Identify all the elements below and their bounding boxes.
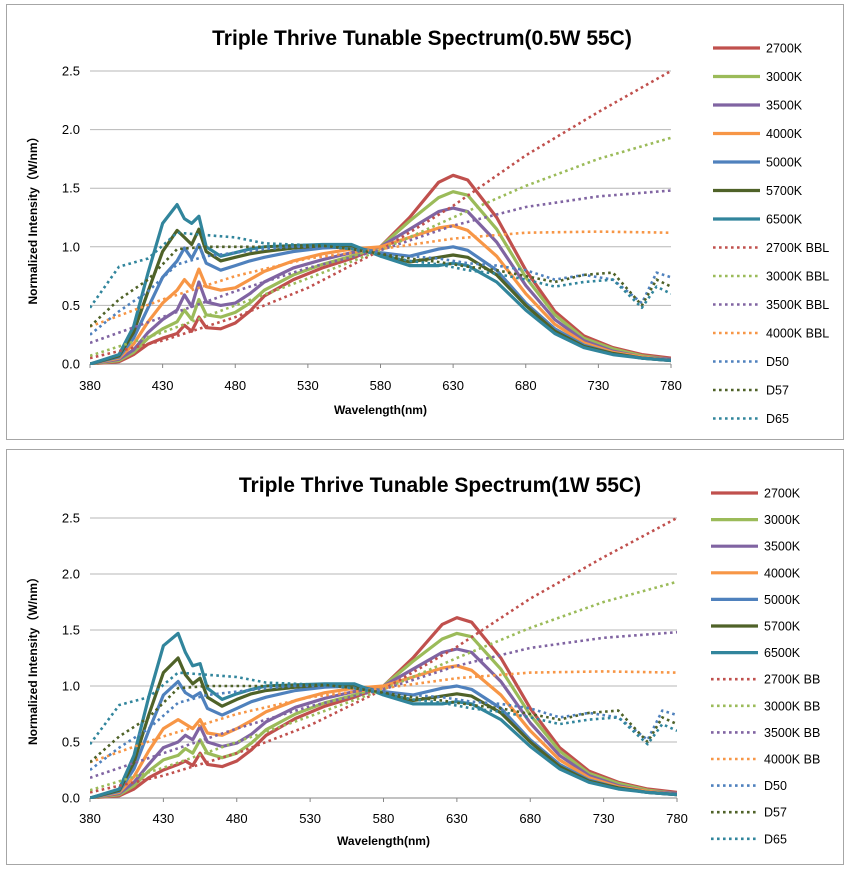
x-tick-label: 530 xyxy=(297,378,319,393)
legend-label: D57 xyxy=(764,806,787,820)
spectrum-chart-1w: Triple Thrive Tunable Spectrum(1W 55C) 0.… xyxy=(7,450,843,864)
x-tick-label: 430 xyxy=(153,811,175,826)
legend-label: D65 xyxy=(764,832,787,846)
x-tick-label: 580 xyxy=(370,378,392,393)
legend-label: 2700K BB xyxy=(764,673,820,687)
series-line-3000k xyxy=(90,192,671,364)
x-tick-label: 480 xyxy=(226,811,248,826)
legend-label: 3500K xyxy=(764,540,801,554)
y-tick-label: 0.0 xyxy=(62,791,80,806)
series-group xyxy=(90,71,671,364)
legend-label: 6500K xyxy=(766,213,803,227)
y-tick-label: 2.5 xyxy=(62,64,80,79)
x-tick-label: 380 xyxy=(79,378,101,393)
x-tick-label: 730 xyxy=(588,378,610,393)
y-axis-title: Normalized Intensity（W/nm） xyxy=(25,130,40,304)
legend-label: 2700K BBL xyxy=(766,241,829,255)
chart-panel-0-5w: Triple Thrive Tunable Spectrum(0.5W 55C)… xyxy=(6,4,844,440)
y-tick-label: 0.0 xyxy=(62,357,80,372)
legend-label: 5000K xyxy=(766,156,803,170)
y-tick-label: 2.0 xyxy=(62,567,80,582)
x-tick-label: 380 xyxy=(79,811,101,826)
series-group xyxy=(90,518,677,798)
x-tick-label: 680 xyxy=(515,378,537,393)
legend-label: 3500K xyxy=(766,99,803,113)
x-tick-label: 430 xyxy=(152,378,174,393)
legend-label: 3500K BB xyxy=(764,726,820,740)
legend-label: 4000K BB xyxy=(764,753,820,767)
legend-label: 3000K xyxy=(766,70,803,84)
legend-label: 3000K BBL xyxy=(766,270,829,284)
y-tick-label: 1.0 xyxy=(62,239,80,254)
x-axis-title: Wavelength(nm) xyxy=(334,403,427,417)
x-axis-title: Wavelength(nm) xyxy=(337,834,430,848)
legend-label: 3000K BB xyxy=(764,699,820,713)
series-line-d65 xyxy=(90,233,671,308)
legend-label: D50 xyxy=(766,355,789,369)
x-tick-label: 630 xyxy=(442,378,464,393)
x-tick-label: 480 xyxy=(224,378,246,393)
chart-title: Triple Thrive Tunable Spectrum(1W 55C) xyxy=(239,474,641,497)
y-tick-label: 0.5 xyxy=(62,298,80,313)
x-tick-label: 780 xyxy=(666,811,688,826)
legend-label: 3500K BBL xyxy=(766,298,829,312)
legend-label: 5700K xyxy=(766,184,803,198)
spectrum-chart-0-5w: Triple Thrive Tunable Spectrum(0.5W 55C)… xyxy=(7,5,843,439)
series-line-d50 xyxy=(90,686,677,770)
x-tick-label: 730 xyxy=(593,811,615,826)
legend-label: 5700K xyxy=(764,620,801,634)
series-line-2700k-bbl xyxy=(90,71,671,358)
legend-label: 4000K BBL xyxy=(766,327,829,341)
x-tick-label: 680 xyxy=(519,811,541,826)
x-tick-label: 630 xyxy=(446,811,468,826)
legend-label: 4000K xyxy=(764,566,801,580)
legend-label: 3000K xyxy=(764,513,801,527)
y-tick-label: 1.0 xyxy=(62,679,80,694)
legend-label: D50 xyxy=(764,779,787,793)
chart-panel-1w: Triple Thrive Tunable Spectrum(1W 55C) 0.… xyxy=(6,449,844,865)
x-tick-label: 530 xyxy=(299,811,321,826)
y-tick-label: 2.5 xyxy=(62,511,80,526)
y-axis-title: Normalized Intensity（W/nm） xyxy=(25,571,40,745)
y-tick-label: 2.0 xyxy=(62,122,80,137)
x-tick-label: 580 xyxy=(373,811,395,826)
y-tick-label: 1.5 xyxy=(62,181,80,196)
legend-label: 2700K xyxy=(766,42,803,56)
legend-label: 6500K xyxy=(764,646,801,660)
legend-label: D57 xyxy=(766,384,789,398)
x-tick-label: 780 xyxy=(660,378,682,393)
legend-label: 5000K xyxy=(764,593,801,607)
y-tick-label: 0.5 xyxy=(62,735,80,750)
series-line-2700k-bb xyxy=(90,518,677,792)
legend-label: 4000K xyxy=(766,127,803,141)
chart-title: Triple Thrive Tunable Spectrum(0.5W 55C) xyxy=(212,27,632,50)
legend-label: D65 xyxy=(766,412,789,426)
y-tick-label: 1.5 xyxy=(62,623,80,638)
legend-label: 2700K xyxy=(764,487,801,501)
